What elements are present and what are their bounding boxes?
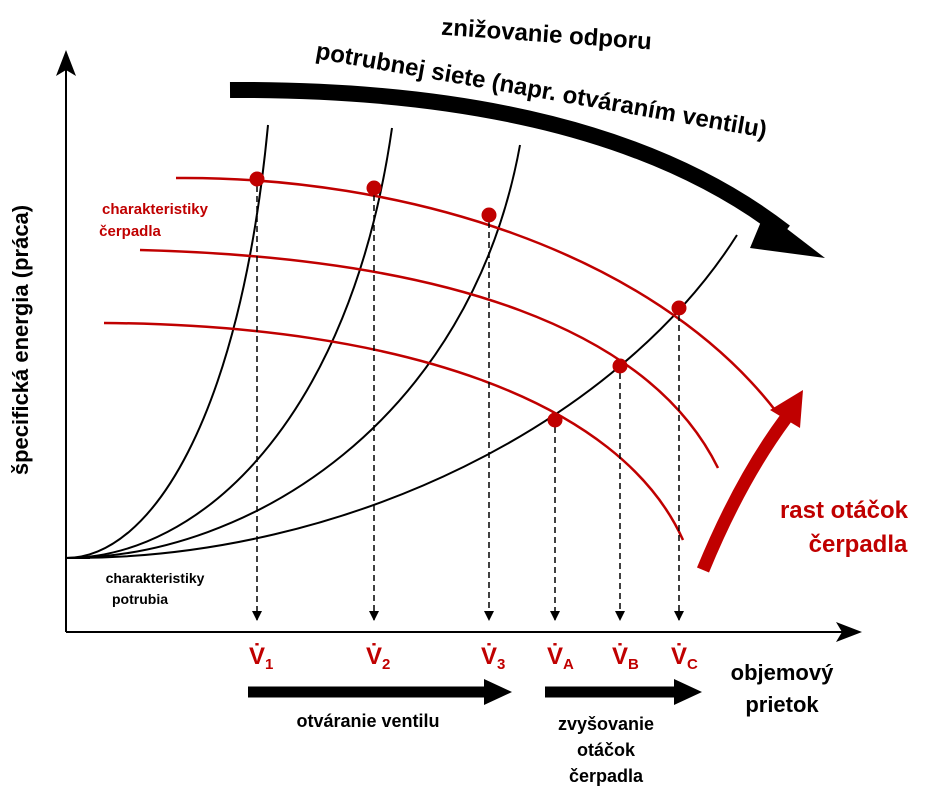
- point-label: V̇A: [547, 643, 574, 673]
- pipe-curves-label: potrubia: [112, 591, 168, 607]
- point-symbol: V̇: [671, 643, 687, 670]
- speed-arrow-label: rast otáčok: [780, 497, 909, 524]
- point-labels: V̇1 V̇2 V̇3 V̇A V̇B V̇C: [249, 643, 698, 673]
- point-label: V̇3: [481, 643, 505, 673]
- point-label: V̇B: [612, 643, 639, 673]
- point-symbol: V̇: [547, 643, 563, 670]
- pump-curve: [175, 176, 776, 411]
- speed-arrow-head: [770, 390, 803, 428]
- valve-arrow-label: otváranie ventilu: [296, 711, 439, 731]
- point-symbol: V̇: [366, 643, 382, 670]
- point-subscript: 2: [382, 656, 390, 673]
- valve-arrow-head: [484, 679, 512, 705]
- drop-lines: [252, 186, 684, 621]
- pump-curve: [139, 248, 720, 469]
- point-subscript: 3: [497, 656, 505, 673]
- speed-bottom-label: otáčok: [577, 740, 636, 760]
- pipe-curves-label: charakteristiky: [106, 570, 205, 586]
- speed-arrow-label: čerpadla: [809, 531, 908, 558]
- speed-bottom-label: zvyšovanie: [558, 714, 654, 734]
- pump-curve: [103, 321, 685, 541]
- speed-bottom-label: čerpadla: [569, 766, 644, 786]
- y-axis-label: špecifická energia (práca): [8, 205, 33, 475]
- point-subscript: A: [563, 656, 574, 673]
- x-axis-label: objemový: [731, 660, 834, 685]
- top-arrow-label: znižovanie odporu: [441, 14, 653, 56]
- x-axis-arrow: [836, 622, 862, 642]
- point-subscript: 1: [265, 656, 273, 673]
- pipe-curve: [65, 234, 738, 560]
- pipe-curve: [65, 124, 269, 559]
- x-axis-label: prietok: [745, 692, 819, 717]
- point-subscript: B: [628, 656, 639, 673]
- resistance-arrow: [229, 81, 790, 239]
- point-label: V̇C: [671, 643, 698, 673]
- pump-curves-label: čerpadla: [99, 223, 161, 240]
- point-label: V̇2: [366, 643, 390, 673]
- point-symbol: V̇: [249, 643, 265, 670]
- pipe-curve: [65, 127, 393, 559]
- point-subscript: C: [687, 656, 698, 673]
- operating-points: [249, 171, 687, 428]
- y-axis-arrow: [56, 50, 76, 76]
- resistance-arrow-head: [750, 212, 825, 258]
- point-symbol: V̇: [612, 643, 628, 670]
- point-symbol: V̇: [481, 643, 497, 670]
- point-label: V̇1: [249, 643, 273, 673]
- speed-arrow: [696, 414, 792, 573]
- speed-bottom-arrow-head: [674, 679, 702, 705]
- pump-curves-label: charakteristiky: [102, 201, 209, 218]
